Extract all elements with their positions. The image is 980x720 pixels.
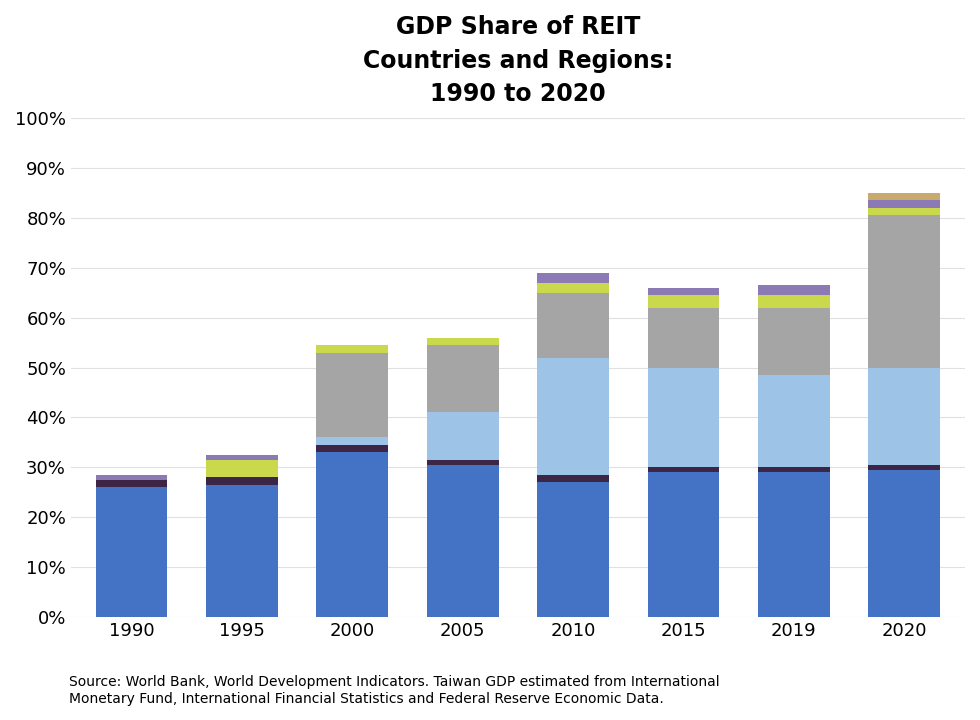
Bar (537, 475, 609, 482)
Bar (648, 367, 719, 467)
Bar (206, 477, 278, 485)
Bar (758, 285, 830, 295)
Bar (648, 287, 719, 295)
Bar (427, 413, 499, 460)
Bar (868, 193, 940, 200)
Bar (758, 307, 830, 375)
Bar (96, 480, 168, 487)
Bar (868, 215, 940, 367)
Bar (537, 292, 609, 358)
Bar (537, 358, 609, 475)
Bar (648, 467, 719, 472)
Bar (427, 460, 499, 465)
Bar (868, 465, 940, 470)
Bar (868, 470, 940, 617)
Bar (317, 345, 388, 353)
Bar (317, 353, 388, 438)
Title: GDP Share of REIT
Countries and Regions:
1990 to 2020: GDP Share of REIT Countries and Regions:… (363, 15, 673, 106)
Bar (96, 487, 168, 617)
Bar (648, 307, 719, 367)
Bar (317, 445, 388, 452)
Bar (96, 475, 168, 480)
Bar (317, 438, 388, 445)
Bar (868, 367, 940, 465)
Bar (758, 375, 830, 467)
Bar (537, 273, 609, 282)
Bar (537, 282, 609, 292)
Bar (868, 200, 940, 207)
Bar (427, 345, 499, 413)
Bar (758, 467, 830, 472)
Bar (317, 452, 388, 617)
Bar (206, 455, 278, 460)
Text: Source: World Bank, World Development Indicators. Taiwan GDP estimated from Inte: Source: World Bank, World Development In… (69, 675, 719, 706)
Bar (758, 472, 830, 617)
Bar (648, 295, 719, 307)
Bar (206, 460, 278, 477)
Bar (427, 338, 499, 345)
Bar (758, 295, 830, 307)
Bar (427, 465, 499, 617)
Bar (206, 485, 278, 617)
Bar (537, 482, 609, 617)
Bar (868, 207, 940, 215)
Bar (648, 472, 719, 617)
